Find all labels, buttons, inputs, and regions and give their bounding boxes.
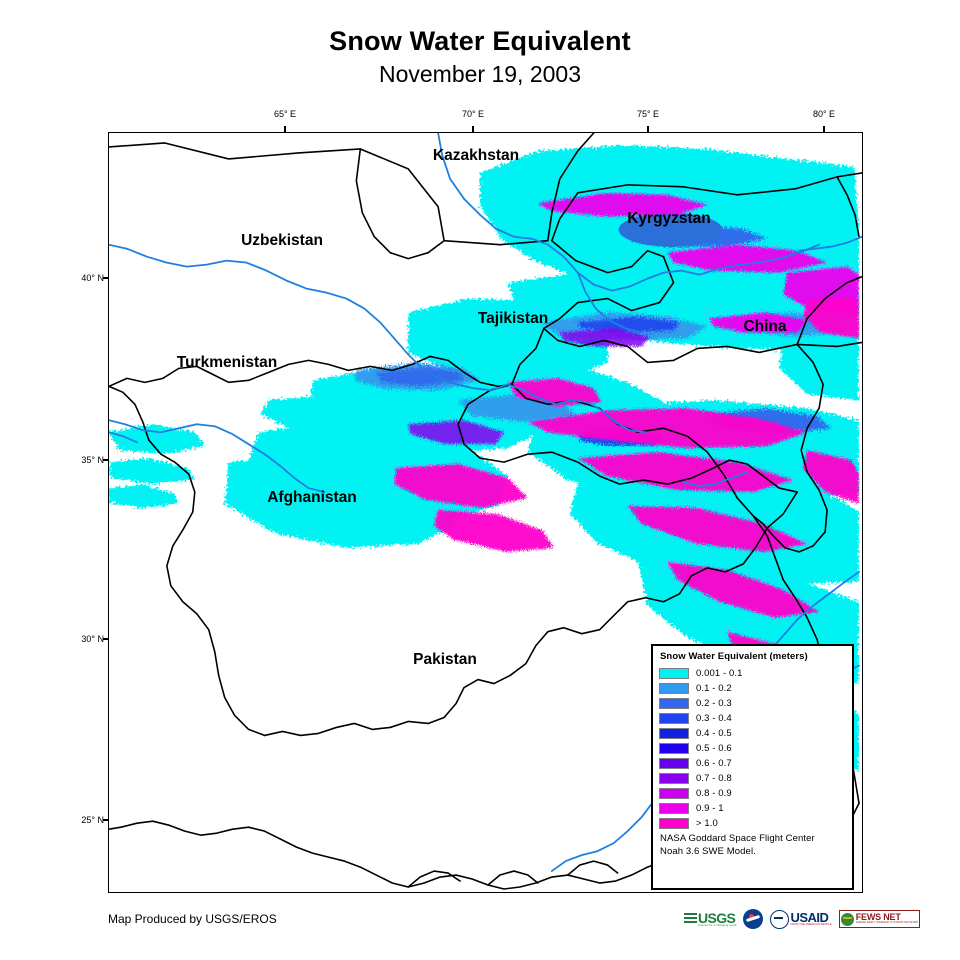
legend-row-9: 0.9 - 1 [659,801,846,816]
legend-swatch-9 [659,803,689,814]
legend-row-5: 0.5 - 0.6 [659,741,846,756]
legend-title: Snow Water Equivalent (meters) [660,651,808,662]
nasa-meatball-icon [743,909,764,929]
usaid-seal-icon [770,909,790,929]
legend-row-6: 0.6 - 0.7 [659,756,846,771]
page-subtitle: November 19, 2003 [378,61,581,88]
fews-globe-icon [840,912,854,926]
lon-tick-label-2: 75° E [636,109,660,119]
lat-tick-label-3: 25° N [81,815,104,825]
country-label-kyrgyzstan: Kyrgyzstan [627,210,711,227]
lake-issyk-kul [618,212,723,247]
legend-row-3: 0.3 - 0.4 [659,711,846,726]
logo-bar: USGS science for a changing world USAID … [684,905,921,933]
lat-tick-label-1: 35° N [81,455,104,465]
country-label-uzbekistan: Uzbekistan [241,232,323,249]
country-label-kazakhstan: Kazakhstan [432,147,520,164]
legend-row-10: > 1.0 [659,816,846,831]
lon-tick-mark-1 [472,126,474,132]
legend-label-10: > 1.0 [696,818,718,829]
legend-swatch-4 [659,728,689,739]
legend-swatch-3 [659,713,689,724]
country-label-afghanistan: Afghanistan [267,489,357,506]
lat-tick-mark-3 [103,819,109,821]
nasa-logo[interactable] [743,906,764,932]
usgs-logo[interactable]: USGS science for a changing world [684,906,736,932]
title-block: Snow Water Equivalent November 19, 2003 [0,26,960,89]
lon-tick-mark-3 [823,126,825,132]
legend-label-5: 0.5 - 0.6 [696,743,732,754]
legend-label-9: 0.9 - 1 [696,803,724,814]
legend-swatch-0 [659,668,689,679]
legend-row-2: 0.2 - 0.3 [659,696,846,711]
legend-row-4: 0.4 - 0.5 [659,726,846,741]
legend-row-1: 0.1 - 0.2 [659,681,846,696]
usaid-logo[interactable]: USAID FROM THE AMERICAN PEOPLE [770,906,832,932]
lon-tick-mark-0 [284,126,286,132]
legend-notes: NASA Goddard Space Flight Center Noah 3.… [659,833,846,859]
usgs-wave-icon [684,912,697,926]
legend-row-7: 0.7 - 0.8 [659,771,846,786]
lat-tick-mark-1 [103,459,109,461]
legend-swatch-8 [659,788,689,799]
legend-swatch-10 [659,818,689,829]
legend-label-4: 0.4 - 0.5 [696,728,732,739]
legend-swatch-1 [659,683,689,694]
country-label-china: China [743,318,787,335]
usgs-logo-tagline: science for a changing world [698,923,737,927]
legend-row-0: 0.001 - 0.1 [659,666,846,681]
lon-tick-label-0: 65° E [273,109,297,119]
lon-tick-label-1: 70° E [461,109,485,119]
legend-items: 0.001 - 0.1 0.1 - 0.2 0.2 - 0.3 0.3 - 0.4 0.… [659,666,846,831]
legend-swatch-2 [659,698,689,709]
fews-logo-text: FEWS NET [855,912,901,923]
legend-label-8: 0.8 - 0.9 [696,788,732,799]
legend-note-line2: Noah 3.6 SWE Model. [660,845,756,857]
usaid-logo-text: USAID [790,910,829,926]
lon-tick-label-3: 80° E [812,109,836,119]
fews-logo[interactable]: FEWS NET FAMINE EARLY WARNING SYSTEMS NE… [838,906,921,932]
legend-label-7: 0.7 - 0.8 [696,773,732,784]
usaid-logo-tagline: FROM THE AMERICAN PEOPLE [790,923,832,927]
legend-label-6: 0.6 - 0.7 [696,758,732,769]
legend-swatch-5 [659,743,689,754]
fews-logo-tagline: FAMINE EARLY WARNING SYSTEMS NETWORK [855,921,919,925]
country-label-pakistan: Pakistan [413,651,477,668]
lat-tick-mark-0 [103,277,109,279]
country-label-turkmenistan: Turkmenistan [176,354,278,371]
legend-label-2: 0.2 - 0.3 [696,698,732,709]
fews-logo-box: FEWS NET FAMINE EARLY WARNING SYSTEMS NE… [838,910,921,928]
usgs-logo-text: USGS [698,909,736,926]
legend-row-8: 0.8 - 0.9 [659,786,846,801]
map-credit: Map Produced by USGS/EROS [108,912,277,926]
lat-tick-label-0: 40° N [81,273,104,283]
legend-label-0: 0.001 - 0.1 [696,668,743,679]
country-label-tajikistan: Tajikistan [477,310,549,327]
legend-note-line1: NASA Goddard Space Flight Center [660,833,815,844]
page-title: Snow Water Equivalent [329,26,631,56]
lon-tick-mark-2 [647,126,649,132]
legend-panel: Snow Water Equivalent (meters) 0.001 - 0… [651,644,854,890]
legend-label-1: 0.1 - 0.2 [696,683,732,694]
legend-swatch-6 [659,758,689,769]
legend-label-3: 0.3 - 0.4 [696,713,732,724]
legend-swatch-7 [659,773,689,784]
lat-tick-label-2: 30° N [81,634,104,644]
lat-tick-mark-2 [103,638,109,640]
